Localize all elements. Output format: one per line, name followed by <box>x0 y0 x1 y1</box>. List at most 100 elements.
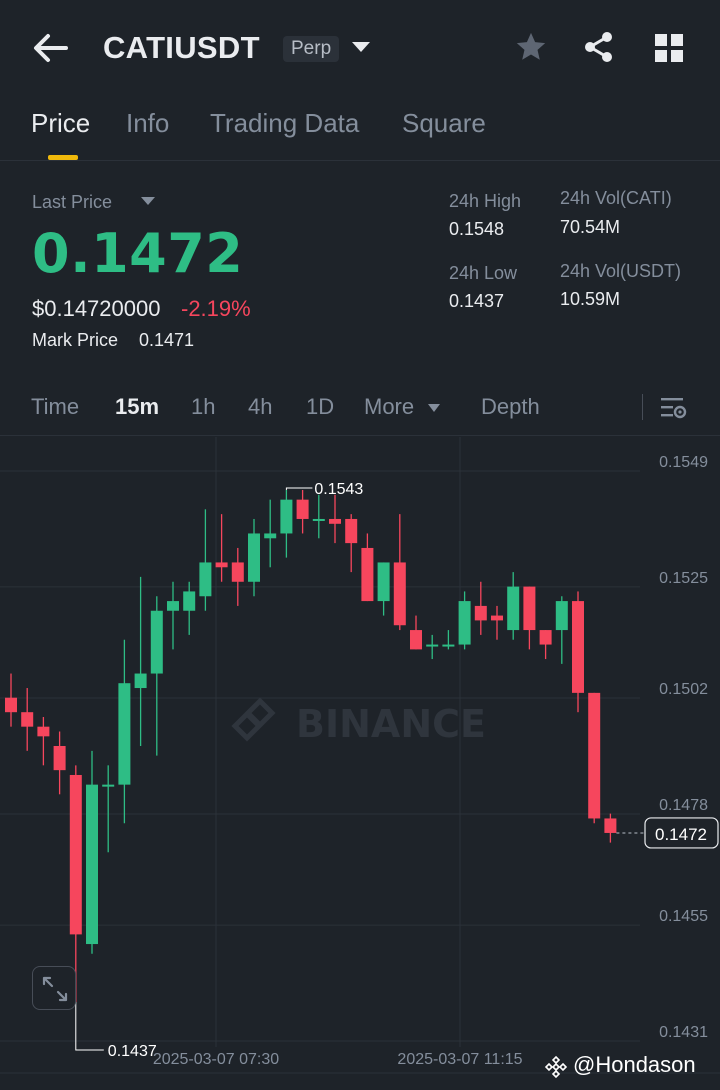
candle-down <box>604 818 617 833</box>
candle-down <box>345 518 358 544</box>
favorite-star-icon[interactable] <box>514 30 548 64</box>
page-tabs: Price Info Trading Data Square <box>0 100 720 161</box>
candle-down <box>491 615 503 621</box>
candle-down <box>21 712 34 727</box>
candle-up <box>183 591 196 611</box>
top-bar: CATIUSDT Perp <box>0 0 720 100</box>
low-marker-label: 0.1437 <box>108 1043 157 1060</box>
candle-up <box>280 499 293 534</box>
mark-price-label: Mark Price <box>32 330 119 350</box>
timeframe-4h[interactable]: 4h <box>248 394 273 419</box>
price-change-percent: -2.19% <box>181 296 251 321</box>
candle-down <box>231 562 244 582</box>
mark-price-value: 0.1471 <box>139 330 195 350</box>
contract-type-badge: Perp <box>283 36 340 62</box>
candle-down <box>523 586 536 631</box>
candle-down <box>410 630 422 650</box>
candle-down <box>5 697 17 713</box>
candle-down <box>572 601 584 693</box>
usd-price-value: $0.14720000 <box>32 296 161 321</box>
y-tick-label: 0.1431 <box>659 1024 708 1041</box>
candle-up <box>150 610 163 674</box>
candle-up <box>167 601 179 611</box>
depth-tab[interactable]: Depth <box>481 394 540 419</box>
candle-up <box>86 784 98 945</box>
y-tick-label: 0.1525 <box>659 570 708 587</box>
tab-square[interactable]: Square <box>402 108 486 138</box>
tab-info[interactable]: Info <box>126 108 170 138</box>
candle-up <box>248 533 260 582</box>
timeframe-1d[interactable]: 1D <box>306 394 335 419</box>
candle-up <box>264 533 277 539</box>
candle-down <box>329 518 341 524</box>
candle-up <box>134 673 147 689</box>
high-24h-value: 0.1548 <box>449 219 505 239</box>
candle-up <box>199 562 212 597</box>
y-tick-label: 0.1478 <box>659 797 708 814</box>
more-dropdown-icon[interactable] <box>428 404 440 412</box>
candle-down <box>393 562 406 626</box>
y-tick-label: 0.1455 <box>659 908 708 925</box>
candle-down <box>361 547 374 602</box>
last-price-value: 0.1472 <box>32 222 244 285</box>
vol-quote-label: 24h Vol(USDT) <box>560 261 682 281</box>
low-24h-label: 24h Low <box>449 263 518 283</box>
symbol-title[interactable]: CATIUSDT <box>103 30 260 65</box>
timeframe-1h[interactable]: 1h <box>191 394 216 419</box>
watermark-text: BINANCE <box>296 702 486 746</box>
binance-watermark: BINANCE <box>231 697 486 746</box>
candle-up <box>442 644 455 647</box>
high-24h-label: 24h High <box>449 191 522 211</box>
vol-quote-value: 10.59M <box>560 289 621 309</box>
grid-menu-icon[interactable] <box>655 34 683 62</box>
fullscreen-button[interactable] <box>32 966 76 1010</box>
timeframe-15m[interactable]: 15m <box>115 394 160 419</box>
vol-base-value: 70.54M <box>560 217 621 237</box>
active-tab-indicator <box>48 155 78 160</box>
candle-up <box>102 784 115 787</box>
candle-down <box>588 692 601 819</box>
share-icon[interactable] <box>583 31 615 63</box>
expand-icon <box>42 976 68 1002</box>
candle-up <box>458 601 471 645</box>
last-price-dropdown-icon[interactable] <box>141 197 155 205</box>
author-credit: @Hondason <box>573 1052 696 1077</box>
x-tick-label: 2025-03-07 07:30 <box>153 1051 279 1068</box>
timeframe-bar: Time 15m 1h 4h 1D More Depth <box>0 380 720 436</box>
divider <box>642 394 643 420</box>
binance-logo-icon <box>544 1055 568 1079</box>
candle-up <box>507 586 520 631</box>
candle-up <box>426 644 439 647</box>
candle-down <box>69 774 82 935</box>
y-tick-label: 0.1502 <box>659 681 708 698</box>
candle-up <box>377 562 390 602</box>
candle-up <box>312 518 325 521</box>
candle-down <box>37 726 50 737</box>
candle-down <box>296 499 309 519</box>
last-price-label[interactable]: Last Price <box>32 192 113 212</box>
candle-down <box>539 630 552 645</box>
candle-down <box>474 605 487 621</box>
tab-trading-data[interactable]: Trading Data <box>210 108 360 138</box>
candle-down <box>53 746 66 771</box>
candlestick-chart[interactable]: BINANCE 0.1543 0.1437 0.1472 0.1549 0.1525 0… <box>0 437 720 1077</box>
tab-price[interactable]: Price <box>31 108 91 138</box>
x-tick-label: 2025-03-07 11:15 <box>397 1051 522 1068</box>
low-24h-value: 0.1437 <box>449 291 505 311</box>
candle-up <box>118 683 131 785</box>
high-marker-line <box>285 487 313 490</box>
low-marker-line <box>75 1002 104 1051</box>
vol-base-label: 24h Vol(CATI) <box>560 188 672 208</box>
symbol-dropdown-icon[interactable] <box>352 42 370 52</box>
current-price-tag <box>644 817 719 849</box>
candle-down <box>215 562 228 568</box>
back-arrow-icon[interactable] <box>30 30 70 66</box>
current-price-tag-label: 0.1472 <box>655 825 707 844</box>
candle-up <box>555 601 568 631</box>
y-tick-label: 0.1549 <box>659 454 708 471</box>
timeframe-more[interactable]: More <box>364 394 415 419</box>
chart-settings-icon[interactable] <box>659 395 687 421</box>
watermark-logo-icon <box>231 697 276 742</box>
high-marker-label: 0.1543 <box>314 481 363 498</box>
timeframe-time[interactable]: Time <box>31 394 80 419</box>
